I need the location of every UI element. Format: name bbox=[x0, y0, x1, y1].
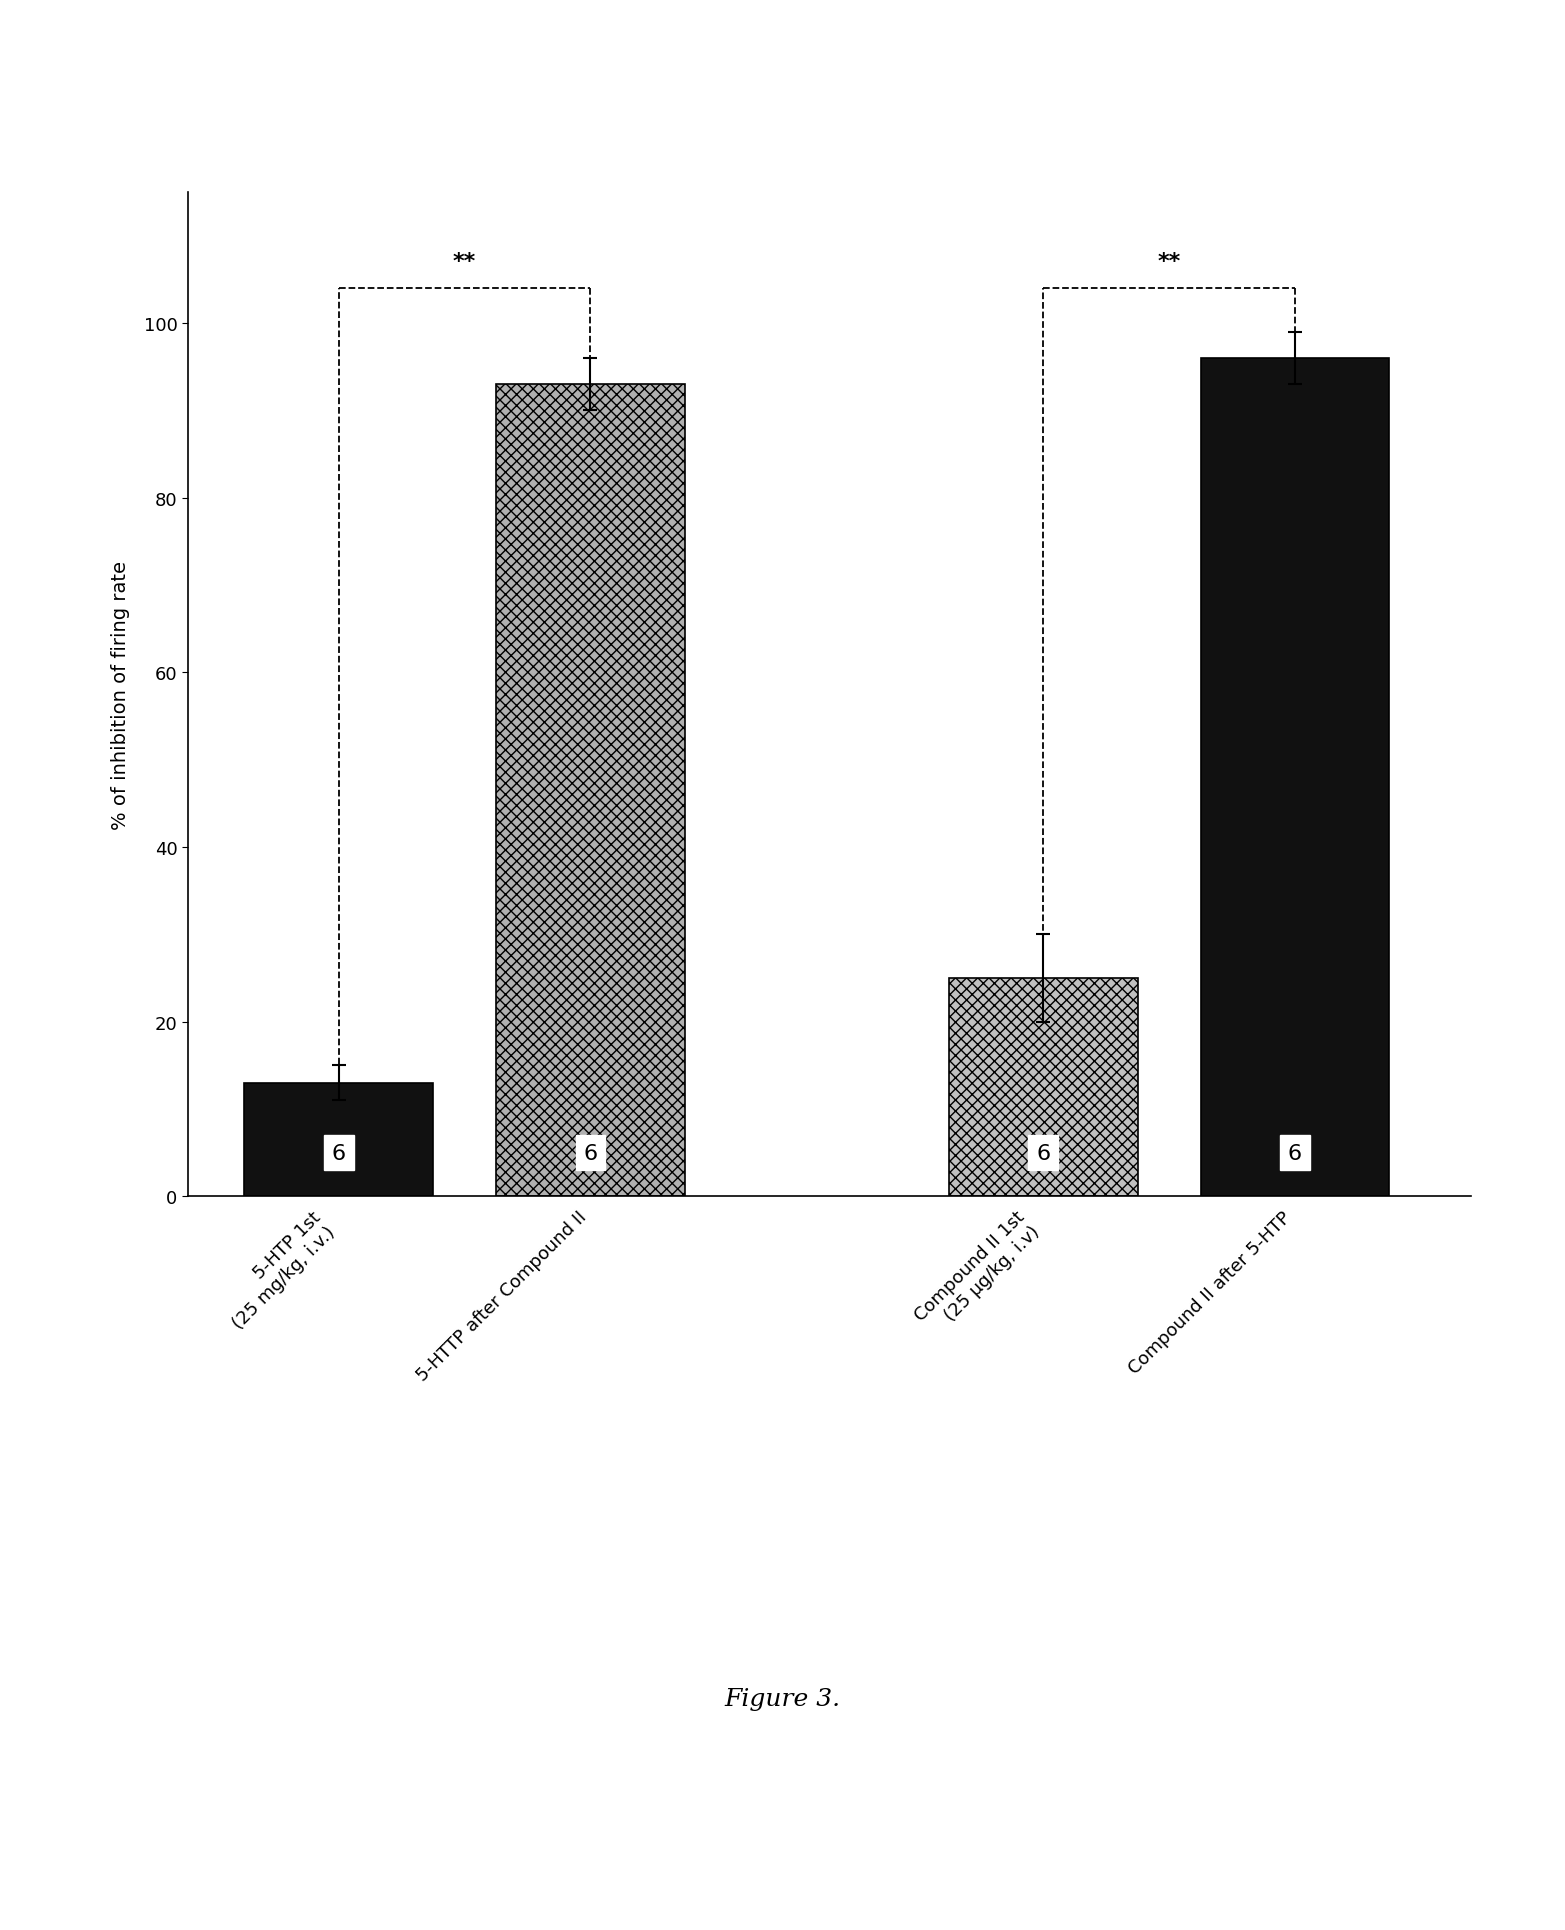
Y-axis label: % of inhibition of firing rate: % of inhibition of firing rate bbox=[111, 560, 130, 830]
Text: 6: 6 bbox=[332, 1143, 346, 1164]
Bar bbox=[496, 384, 685, 1197]
Text: 6: 6 bbox=[1036, 1143, 1050, 1164]
Text: **: ** bbox=[1158, 251, 1180, 272]
Text: **: ** bbox=[452, 251, 476, 272]
Text: Figure 3.: Figure 3. bbox=[725, 1687, 840, 1710]
Bar bbox=[1200, 359, 1390, 1197]
Text: 6: 6 bbox=[1288, 1143, 1302, 1164]
Text: 6: 6 bbox=[584, 1143, 598, 1164]
Bar bbox=[244, 1083, 434, 1197]
Bar bbox=[948, 979, 1138, 1197]
